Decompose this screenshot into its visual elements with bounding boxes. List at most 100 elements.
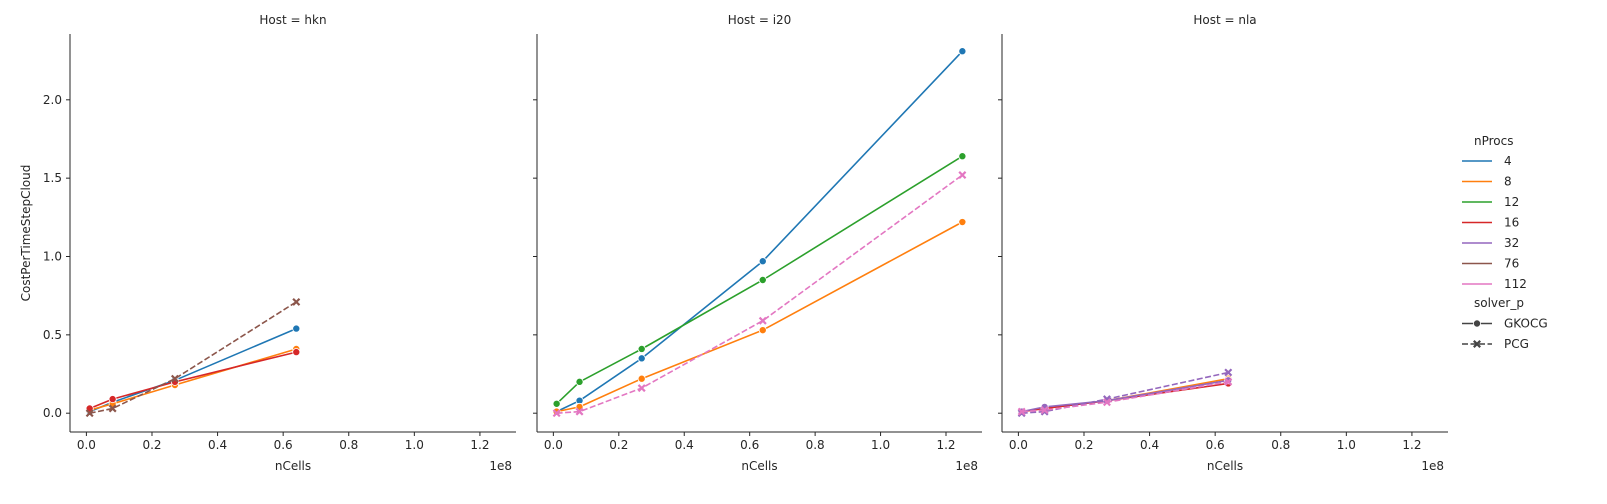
x-tick-label: 0.8 [1271, 438, 1290, 452]
x-tick-label: 0.8 [806, 438, 825, 452]
series-line [89, 351, 297, 410]
data-point [108, 395, 117, 404]
data-point [758, 276, 767, 285]
series-line [556, 50, 963, 413]
panel-3: Host = nla 0.0 0.2 0.4 0.6 0.8 1.0 1.2 nCells 1e8 [998, 13, 1448, 473]
x-tick-label: 0.0 [77, 438, 96, 452]
data-point [552, 409, 561, 418]
y-tick-label: 2.0 [43, 93, 62, 107]
y-axis-label: CostPerTimeStepCloud [19, 165, 33, 302]
data-point [292, 348, 301, 357]
data-point [85, 409, 94, 418]
legend-label: 32 [1504, 236, 1519, 250]
data-point-b [575, 407, 584, 416]
legend-entry-112: 112 [1462, 277, 1527, 291]
data-point [1102, 398, 1111, 407]
x-tick-label: 0.4 [1140, 438, 1159, 452]
data-point [758, 326, 767, 335]
legend-label: 16 [1504, 216, 1519, 230]
data-point-b [637, 384, 646, 393]
x-tick-label: 1.2 [470, 438, 489, 452]
data-point-b [1040, 407, 1049, 416]
legend-label: 12 [1504, 195, 1519, 209]
legend-entry-76: 76 [1462, 257, 1519, 271]
x-tick-label: 0.2 [1074, 438, 1093, 452]
x-axis-label: nCells [275, 459, 311, 473]
legend-label: GKOCG [1504, 317, 1548, 331]
x-tick-label: 0.6 [274, 438, 293, 452]
series-line [1021, 381, 1229, 413]
data-point [758, 257, 767, 266]
data-point [575, 407, 584, 416]
data-point [170, 374, 179, 383]
data-point [1040, 406, 1049, 415]
x-tick-label: 0.4 [208, 438, 227, 452]
legend-label: 112 [1504, 277, 1527, 291]
panel-2: Host = i20 0.0 0.2 0.4 0.6 0.8 1.0 1.2 nCells 1e8 [533, 13, 982, 473]
legend-marker-b [1473, 340, 1481, 348]
x-tick-label: 1.0 [871, 438, 890, 452]
series-line [556, 174, 963, 414]
series-112-pcg [552, 171, 967, 418]
data-point [958, 152, 967, 161]
data-point [292, 297, 301, 306]
data-point [108, 404, 117, 413]
series-line [556, 221, 963, 413]
data-point [1224, 368, 1233, 377]
legend-entry-gkocg: GKOCG [1462, 317, 1548, 331]
legend-entry-12: 12 [1462, 195, 1519, 209]
legend-label: 76 [1504, 257, 1519, 271]
legend-entry-16: 16 [1462, 216, 1519, 230]
data-point [958, 171, 967, 180]
x-offset-label: 1e8 [955, 459, 978, 473]
x-tick-label: 0.4 [675, 438, 694, 452]
data-point-b [1102, 398, 1111, 407]
data-point [637, 384, 646, 393]
data-point-b [292, 297, 301, 306]
series-8-gkocg [552, 218, 967, 416]
x-tick-label: 1.0 [1337, 438, 1356, 452]
data-point-b [108, 404, 117, 413]
data-point-b [1017, 407, 1026, 416]
x-offset-label: 1e8 [489, 459, 512, 473]
data-point-b [85, 409, 94, 418]
legend-entry-4: 4 [1462, 154, 1512, 168]
series-76-pcg [85, 297, 301, 418]
legend: nProcs 4 8 12 16 32 76 112 solver_p GKOCG PCG [1462, 134, 1548, 351]
panel-title: Host = i20 [728, 13, 792, 27]
data-point [1017, 407, 1026, 416]
legend-label: 8 [1504, 175, 1512, 189]
data-point [958, 47, 967, 56]
y-tick-label: 1.0 [43, 250, 62, 264]
x-tick-label: 0.2 [142, 438, 161, 452]
x-tick-label: 0.6 [740, 438, 759, 452]
legend-title-solver: solver_p [1474, 296, 1524, 310]
panel-title: Host = nla [1193, 13, 1256, 27]
x-tick-label: 0.0 [1009, 438, 1028, 452]
legend-entry-32: 32 [1462, 236, 1519, 250]
x-offset-label: 1e8 [1421, 459, 1444, 473]
data-point-b [1224, 368, 1233, 377]
data-point-b [958, 171, 967, 180]
y-tick-label: 1.5 [43, 171, 62, 185]
legend-entry-pcg: PCG [1462, 337, 1529, 351]
series-line [89, 348, 297, 411]
series-line [89, 301, 297, 414]
data-point [1224, 377, 1233, 386]
x-tick-label: 0.8 [339, 438, 358, 452]
data-point-b [1224, 377, 1233, 386]
series-line [89, 327, 297, 413]
series-8-gkocg [85, 344, 301, 415]
series-112-pcg [1017, 377, 1233, 416]
legend-entry-8: 8 [1462, 175, 1512, 189]
data-point [758, 316, 767, 325]
x-axis-label: nCells [741, 459, 777, 473]
series-4-gkocg [552, 47, 967, 416]
x-tick-label: 0.0 [544, 438, 563, 452]
x-axis-label: nCells [1207, 459, 1243, 473]
data-point-b [758, 316, 767, 325]
data-point-b [170, 374, 179, 383]
series-12-gkocg [552, 152, 967, 408]
